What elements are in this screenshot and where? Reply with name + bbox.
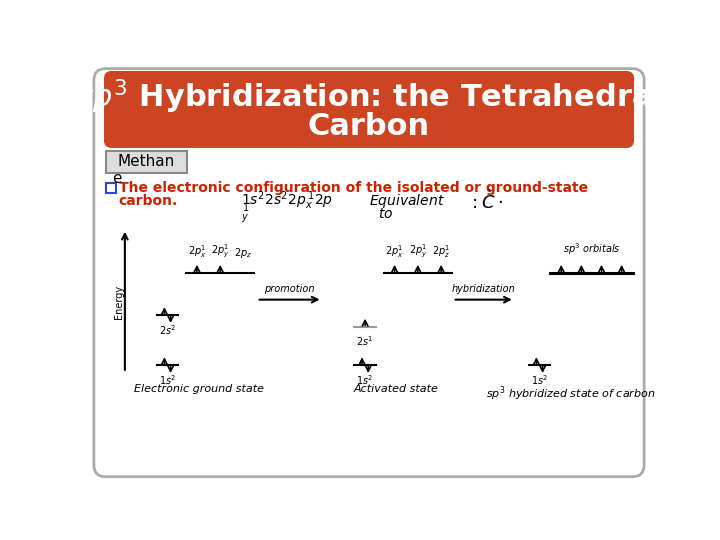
Bar [106,183,116,193]
Text: promotion: promotion [264,284,315,294]
FancyBboxPatch shape [104,71,634,148]
Text: $2p_x^1$: $2p_x^1$ [385,243,404,260]
FancyBboxPatch shape [94,69,644,477]
Text: hybridization: hybridization [452,284,516,294]
Text: Carbon: Carbon [308,112,430,141]
Text: $:\dot{C}\cdot$: $:\dot{C}\cdot$ [468,190,503,213]
Text: Activated state: Activated state [354,384,438,394]
Text: Electronic ground state: Electronic ground state [133,384,264,394]
Text: $2p_x^1$: $2p_x^1$ [188,243,206,260]
Text: $\it{sp}^3$ Hybridization: the Tetrahedral: $\it{sp}^3$ Hybridization: the Tetrahedr… [77,78,661,117]
Text: $2s^1$: $2s^1$ [356,334,374,348]
Text: Methan: Methan [117,154,174,170]
Text: $2p_z$: $2p_z$ [235,246,253,260]
Text: $1s^22s^22p_x^{\,1}2p$: $1s^22s^22p_x^{\,1}2p$ [241,190,333,212]
Text: $2p_y^1$: $2p_y^1$ [408,242,427,260]
Text: $sp^3$ hybridized state of carbon: $sp^3$ hybridized state of carbon [486,384,655,403]
Text: $2p_z^1$: $2p_z^1$ [432,243,450,260]
Text: $1s^2$: $1s^2$ [159,373,176,387]
Text: $_y^{\,1}$: $_y^{\,1}$ [241,202,251,226]
Bar [106,151,187,173]
Text: e: e [112,171,122,186]
Text: The electronic configuration of the isolated or ground-state: The electronic configuration of the isol… [119,181,588,195]
Text: Energy: Energy [114,285,125,319]
Text: $1s^2$: $1s^2$ [356,373,374,387]
Text: $\mathit{Equivalent}$: $\mathit{Equivalent}$ [369,192,445,210]
Text: $2p_y^1$: $2p_y^1$ [211,242,230,260]
Text: $sp^3\ \mathit{orbitals}$: $sp^3\ \mathit{orbitals}$ [562,241,621,257]
Text: carbon.: carbon. [119,194,178,208]
Text: $\mathit{to}$: $\mathit{to}$ [378,207,394,221]
Text: $1s^2$: $1s^2$ [531,373,548,387]
Text: $2s^2$: $2s^2$ [159,323,176,336]
